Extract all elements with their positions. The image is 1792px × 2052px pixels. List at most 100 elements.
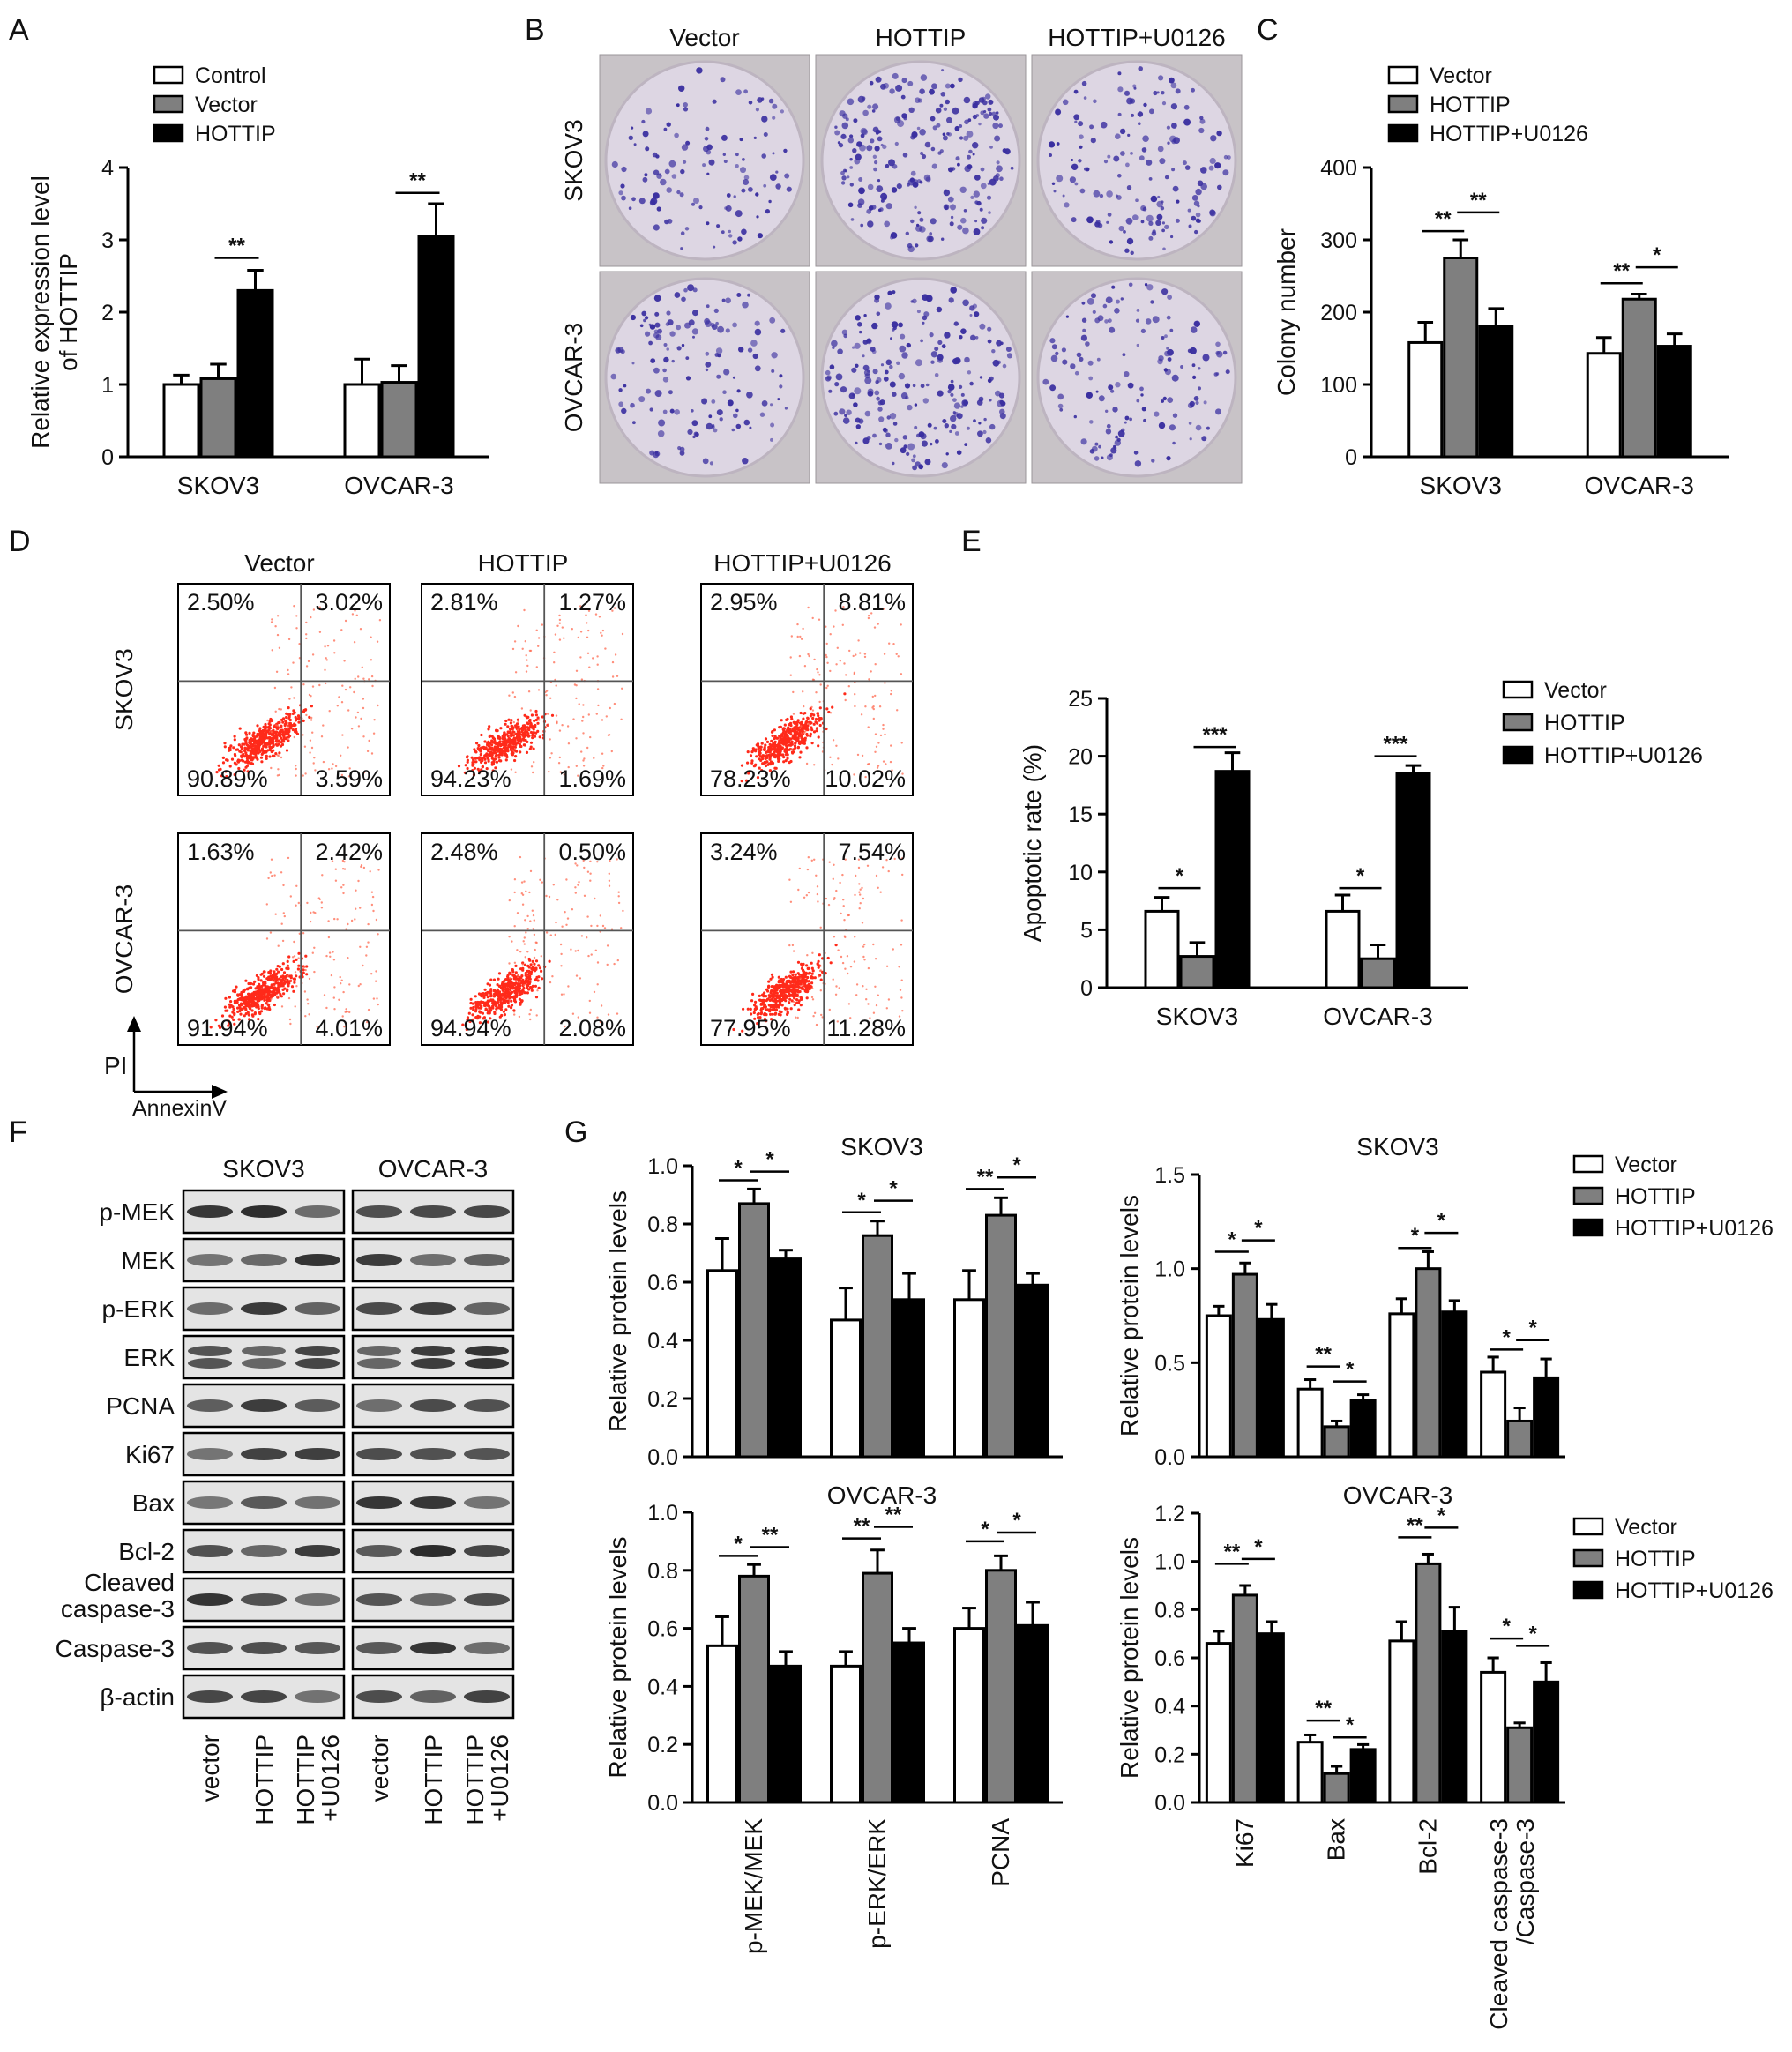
event-dot: [295, 717, 300, 720]
event-dot: [892, 643, 895, 645]
event-dot: [515, 991, 519, 995]
event-dot: [769, 977, 773, 981]
event-dot: [508, 981, 512, 984]
colony-dot: [858, 177, 863, 182]
event-dot: [309, 739, 312, 742]
event-dot: [534, 967, 538, 971]
colony-dot: [1134, 460, 1142, 467]
panel-letter-c: C: [1257, 13, 1279, 47]
event-dot: [293, 722, 296, 726]
colony-dot: [666, 310, 671, 316]
colony-dot: [671, 174, 677, 179]
event-dot: [860, 713, 863, 716]
event-dot: [274, 913, 277, 915]
event-dot: [808, 654, 810, 658]
event-dot: [789, 715, 794, 719]
event-dot: [885, 965, 889, 968]
event-dot: [278, 735, 282, 738]
event-dot: [867, 616, 870, 620]
event-dot: [787, 730, 791, 735]
colony-dot: [1085, 167, 1090, 172]
colony-dot: [1176, 199, 1180, 204]
significance-label: *: [857, 1189, 866, 1213]
event-dot: [274, 730, 279, 734]
colony-dot: [759, 412, 765, 417]
event-dot: [478, 1011, 482, 1014]
event-dot: [474, 760, 477, 764]
event-dot: [848, 649, 851, 653]
event-dot: [753, 1017, 757, 1020]
event-dot: [281, 720, 285, 724]
quadrant-value: 11.28%: [826, 1015, 906, 1041]
blot-band: [295, 1254, 340, 1266]
event-dot: [877, 623, 879, 625]
event-dot: [872, 717, 875, 720]
colony-dot: [1130, 152, 1133, 155]
event-dot: [292, 959, 295, 963]
event-dot: [484, 1008, 489, 1011]
blot-band: [295, 1690, 340, 1703]
event-dot: [802, 969, 805, 973]
event-dot: [269, 977, 273, 981]
colony-dot: [1182, 160, 1187, 166]
event-dot: [288, 734, 292, 738]
event-dot: [295, 615, 298, 617]
colony-dot: [1222, 169, 1229, 176]
bar: [1144, 909, 1180, 989]
colony-dot: [676, 103, 680, 108]
colony-dot: [630, 402, 635, 408]
event-dot: [506, 976, 510, 980]
colony-dot: [841, 122, 849, 130]
event-dot: [818, 969, 822, 973]
event-dot: [489, 753, 492, 757]
bar: [1621, 297, 1657, 459]
event-dot: [278, 751, 281, 755]
event-dot: [348, 767, 351, 770]
event-dot: [533, 933, 536, 936]
event-dot: [252, 731, 256, 735]
event-dot: [779, 750, 782, 754]
event-dot: [346, 1011, 349, 1013]
event-dot: [833, 898, 835, 901]
blot-band: [187, 1690, 233, 1703]
event-dot: [286, 982, 290, 987]
colony-dot: [886, 415, 891, 420]
event-dot: [541, 623, 543, 626]
colony-dot: [981, 226, 985, 230]
event-dot: [290, 686, 293, 689]
blot-band: [295, 1496, 340, 1509]
event-dot: [768, 1008, 772, 1011]
event-dot: [786, 1012, 789, 1016]
colony-dot: [1171, 168, 1176, 172]
quadrant-value: 90.89%: [187, 765, 268, 792]
event-dot: [816, 885, 819, 888]
bar: [706, 1269, 738, 1459]
blot-band: [241, 1254, 287, 1266]
event-dot: [842, 606, 845, 608]
event-dot: [811, 709, 815, 712]
event-dot: [616, 675, 619, 677]
blot-band: [241, 1302, 287, 1315]
event-dot: [512, 1011, 516, 1013]
event-dot: [370, 973, 373, 975]
event-dot: [288, 713, 292, 716]
event-dot: [235, 763, 238, 766]
colony-dot: [1076, 352, 1082, 358]
event-dot: [766, 989, 770, 993]
event-dot: [351, 613, 355, 616]
event-dot: [789, 733, 793, 736]
colony-dot: [896, 183, 902, 190]
colony-dot: [885, 359, 892, 366]
colony-dot: [1191, 87, 1195, 93]
event-dot: [832, 739, 835, 742]
colony-dot: [735, 164, 739, 168]
event-dot: [837, 757, 840, 760]
event-dot: [778, 726, 781, 729]
event-dot: [529, 963, 533, 966]
colony-dot: [983, 113, 989, 119]
quadrant-value: 2.42%: [315, 839, 383, 865]
event-dot: [810, 996, 814, 999]
event-dot: [827, 903, 831, 907]
colony-dot: [935, 107, 942, 114]
event-dot: [526, 914, 529, 918]
